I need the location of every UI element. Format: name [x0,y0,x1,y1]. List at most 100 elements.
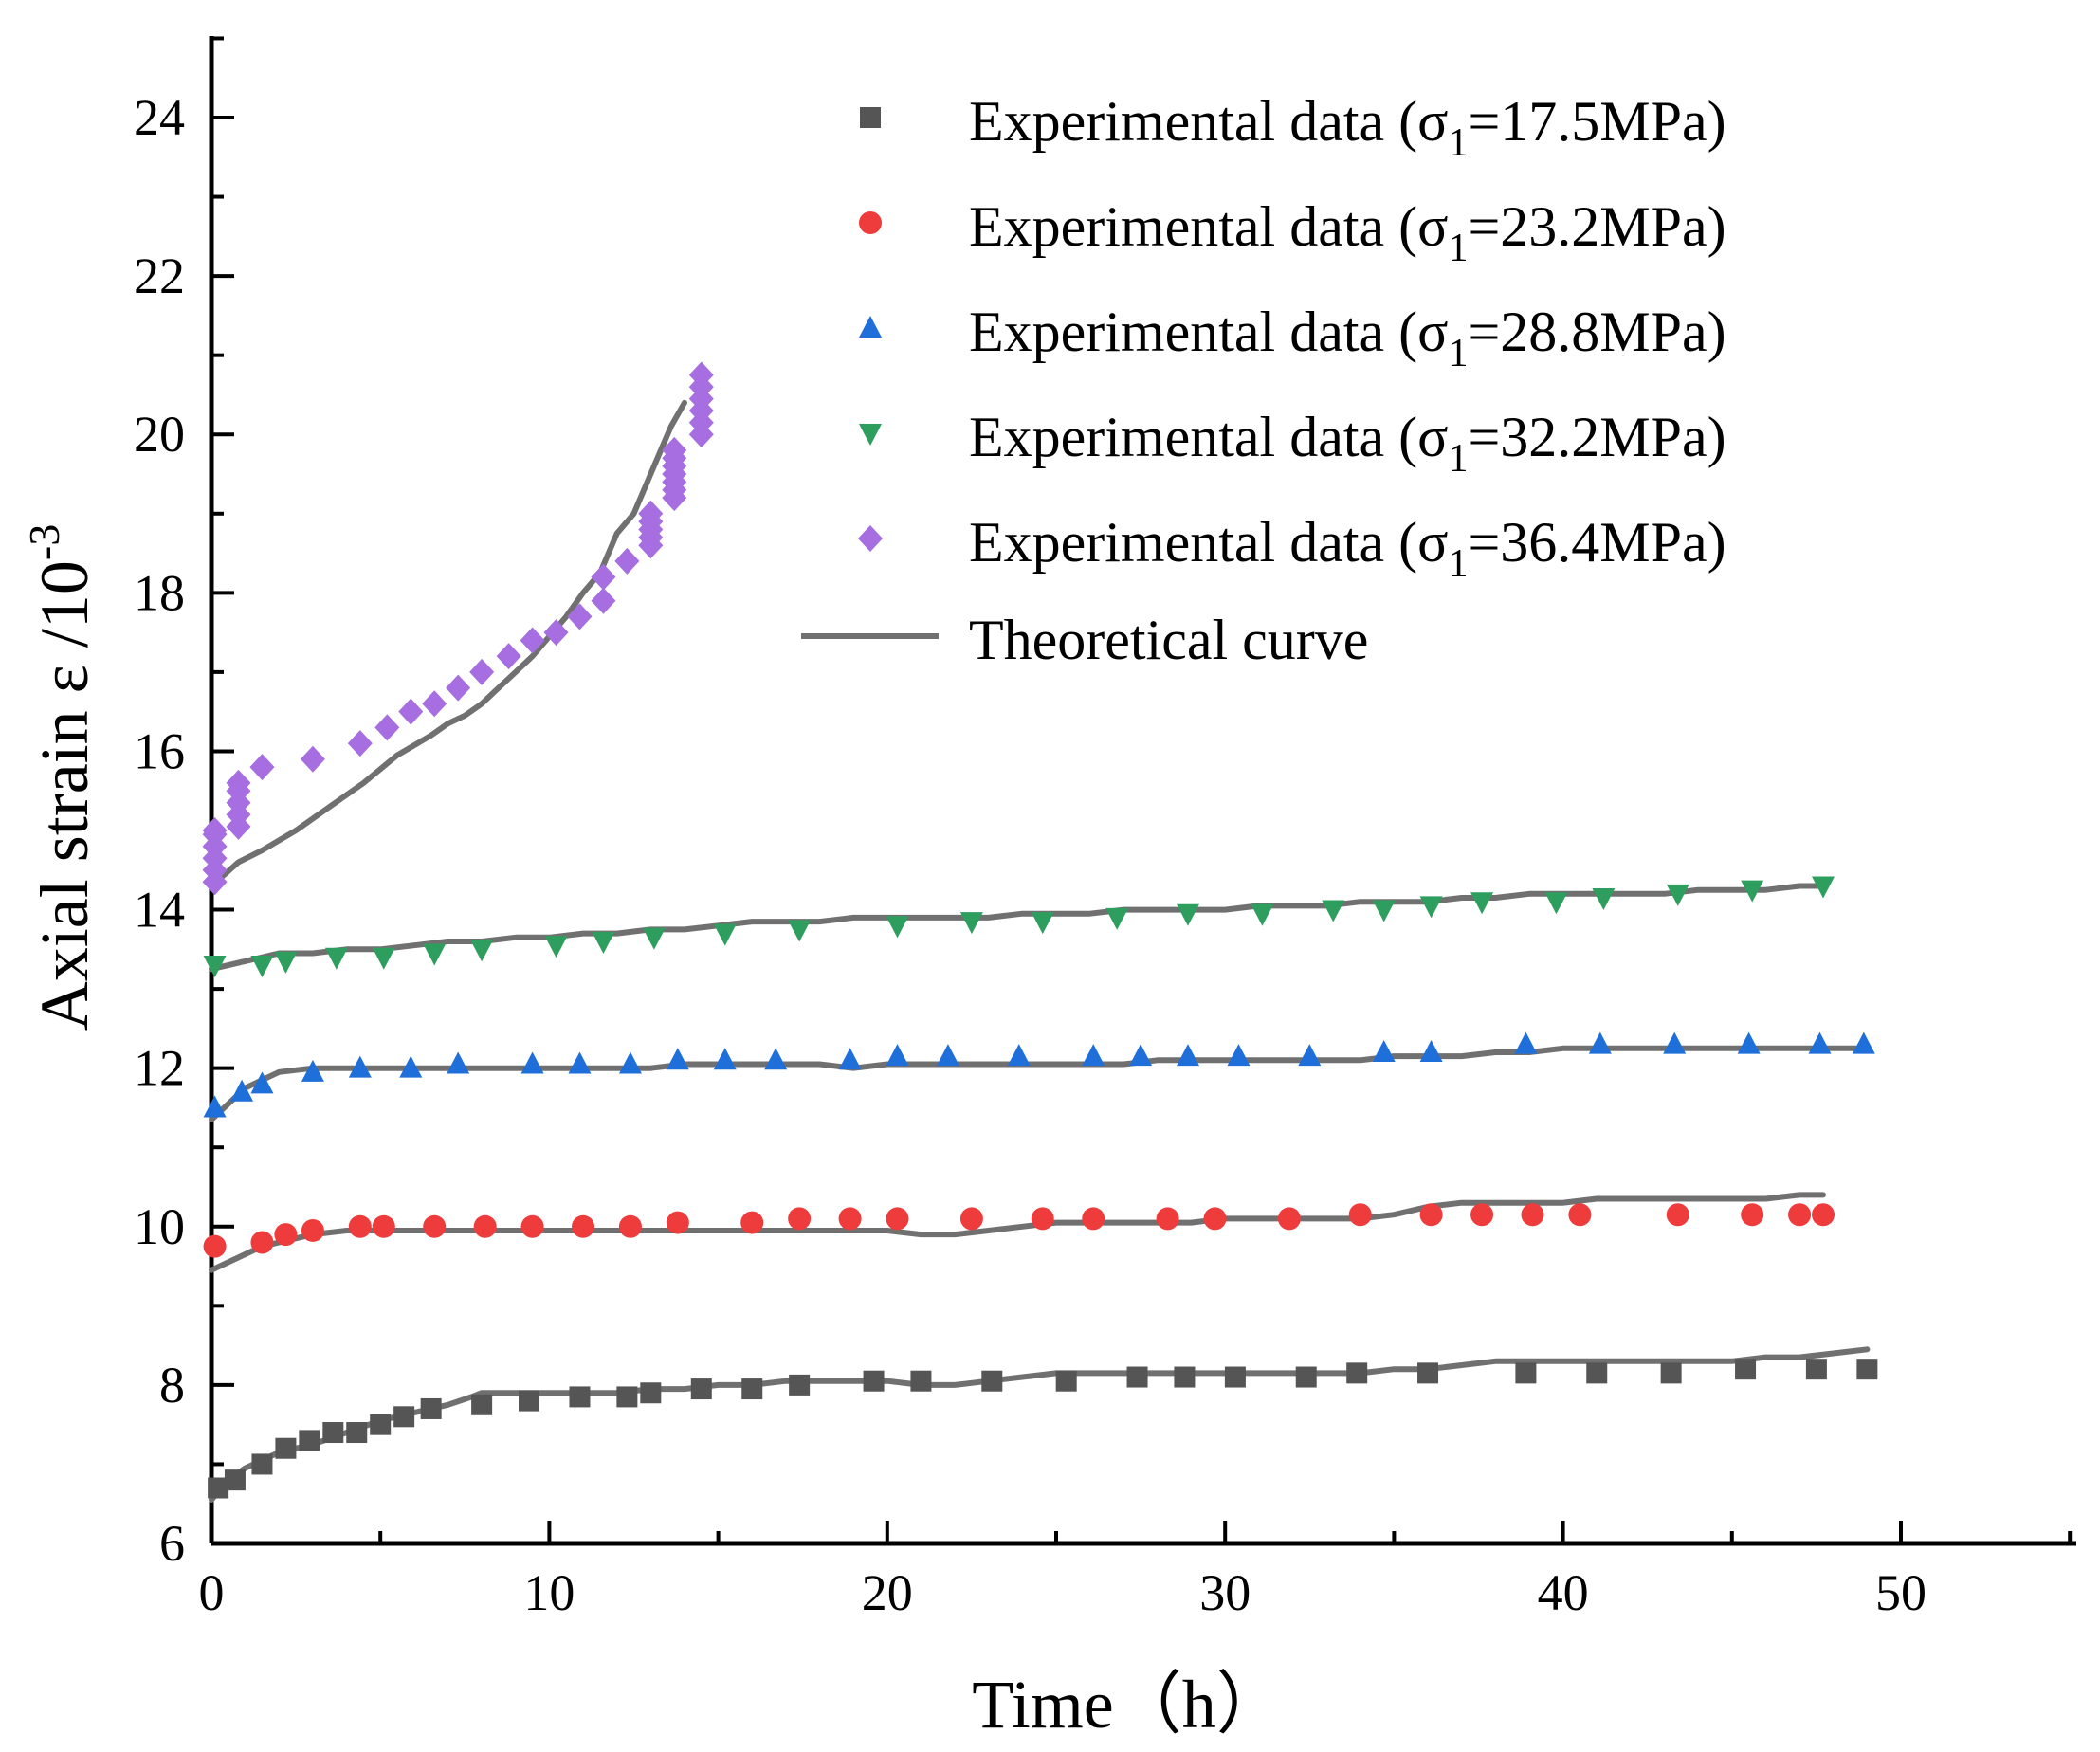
data-point [1348,1203,1372,1227]
data-point [1666,1203,1689,1227]
data-point [1805,1359,1827,1380]
data-point [372,947,395,970]
data-point [203,1234,227,1258]
data-point [372,1214,395,1238]
data-point [640,1382,662,1404]
data-point [1203,1207,1227,1231]
y-tick-label: 22 [134,247,185,304]
data-point [1007,1044,1031,1067]
legend-entry: Experimental data (σ1=36.4MPa) [969,511,1726,586]
data-point [1592,888,1616,911]
data-point [1812,1203,1835,1227]
x-tick-label: 30 [1199,1564,1251,1621]
data-point [1735,1359,1757,1380]
data-point [863,1370,885,1392]
data-point [1544,892,1568,915]
data-point [250,1071,274,1094]
data-point [1741,880,1764,903]
data-point [422,690,447,718]
data-point [1174,1366,1196,1388]
data-point [274,951,298,974]
x-tick-label: 0 [199,1564,225,1621]
data-point [1568,1203,1592,1227]
data-point [1788,1203,1812,1227]
y-axis-title: Axial strain ε /10-3 [20,524,102,1031]
data-point [1227,1044,1251,1067]
data-point [1372,900,1396,922]
data-point [1031,1207,1054,1231]
theoretical-curve [209,1045,1871,1122]
y-tick-label: 16 [134,722,185,779]
data-point [420,1397,442,1419]
data-point [301,1218,324,1242]
data-point [322,1422,344,1444]
data-point [203,1095,227,1118]
data-point [1663,1031,1687,1054]
data-point [300,745,325,773]
data-point [591,563,616,591]
x-tick-label: 10 [523,1564,575,1621]
y-tick-label: 8 [159,1357,185,1414]
data-point [398,698,424,725]
theoretical-curve [209,883,1826,973]
x-tick-label: 40 [1538,1564,1589,1621]
data-point [591,587,616,614]
data-point [520,627,545,654]
data-point [1105,907,1129,930]
data-point [519,1390,540,1412]
data-point [226,769,251,796]
data-markers [202,361,1878,1499]
data-point [1852,1031,1875,1054]
data-point [740,1211,764,1234]
data-point [544,936,568,958]
legend-marker [858,525,883,552]
data-point [208,1477,229,1499]
data-point [299,1430,320,1451]
theoretical-curve [209,399,687,889]
data-point [202,817,228,844]
data-point [666,1211,689,1234]
legend-marker [859,424,882,446]
data-point [1808,1031,1832,1054]
data-point [1224,1366,1246,1388]
legend-entry-theory: Theoretical curve [969,609,1368,671]
y-tick-label: 12 [134,1040,185,1097]
data-point [838,1048,862,1070]
data-point [1514,1031,1538,1054]
data-point [713,1048,737,1070]
data-point [496,643,521,670]
data-point [1156,1207,1179,1231]
data-point [1346,1362,1368,1384]
data-point [886,1044,909,1067]
data-point [713,923,737,946]
data-point [230,1079,254,1102]
data-point [446,674,471,702]
data-point [250,956,274,978]
data-point [959,1207,983,1231]
data-point [1322,900,1345,922]
data-point [249,754,275,781]
data-point [1417,1362,1439,1384]
axes: 0 10 20 30 40 50 6 8 10 12 14 16 18 20 22 24 [134,36,2076,1621]
data-point [1082,1207,1105,1231]
y-tick-label: 14 [134,882,185,939]
data-point [1470,1203,1494,1227]
theoretical-curve [209,1346,1871,1503]
data-point [423,943,447,966]
y-tick-label: 20 [134,406,185,463]
data-point [666,1048,689,1070]
data-point [614,547,640,575]
data-point [471,1394,493,1415]
data-point [910,1370,932,1392]
data-point [1176,1044,1199,1067]
legend-marker [860,107,881,128]
data-point [224,1469,246,1491]
data-point [520,1214,544,1238]
legend-marker [859,211,882,234]
data-point [788,920,812,942]
data-point [324,947,348,970]
data-point [1176,903,1199,926]
data-point [469,658,495,685]
data-point [662,436,687,464]
data-point [789,1374,811,1396]
